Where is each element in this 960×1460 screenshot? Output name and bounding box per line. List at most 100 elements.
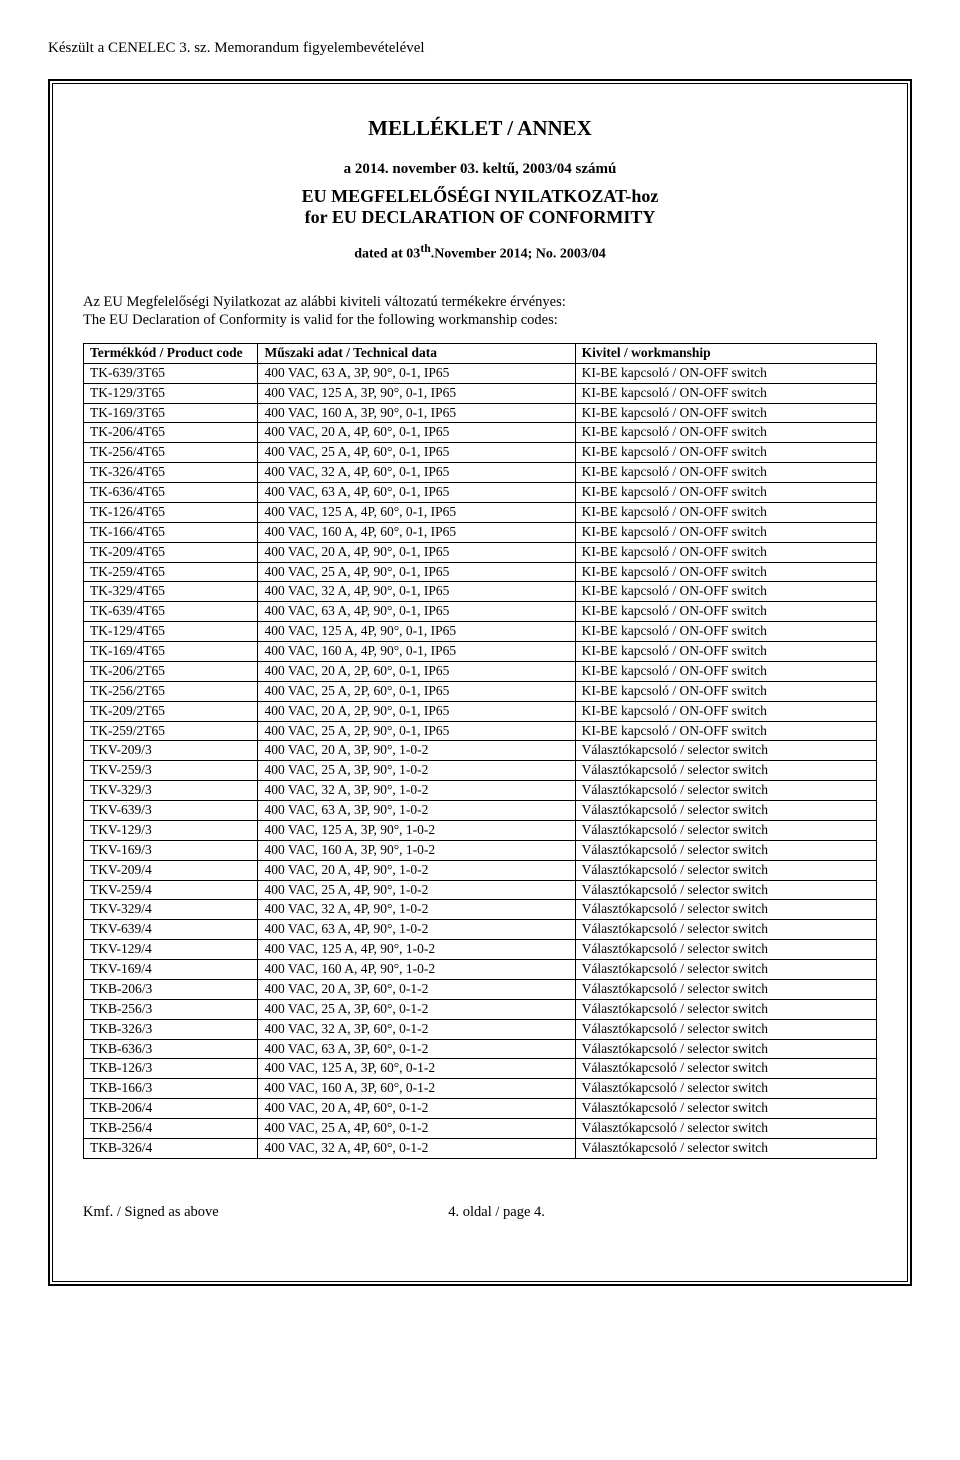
cell-work: Választókapcsoló / selector switch	[575, 900, 876, 920]
table-row: TK-209/4T65400 VAC, 20 A, 4P, 90°, 0-1, …	[84, 542, 877, 562]
cell-code: TKV-329/4	[84, 900, 258, 920]
cell-tech: 400 VAC, 20 A, 3P, 60°, 0-1-2	[258, 979, 575, 999]
cell-tech: 400 VAC, 20 A, 2P, 60°, 0-1, IP65	[258, 661, 575, 681]
cell-tech: 400 VAC, 63 A, 3P, 90°, 1-0-2	[258, 801, 575, 821]
cell-work: KI-BE kapcsoló / ON-OFF switch	[575, 582, 876, 602]
cell-code: TK-326/4T65	[84, 463, 258, 483]
cell-work: Választókapcsoló / selector switch	[575, 920, 876, 940]
cell-work: Választókapcsoló / selector switch	[575, 781, 876, 801]
footer-right: 4. oldal / page 4.	[448, 1204, 545, 1221]
cell-tech: 400 VAC, 160 A, 4P, 60°, 0-1, IP65	[258, 522, 575, 542]
cell-work: Választókapcsoló / selector switch	[575, 741, 876, 761]
table-row: TKV-259/3400 VAC, 25 A, 3P, 90°, 1-0-2Vá…	[84, 761, 877, 781]
cell-work: Választókapcsoló / selector switch	[575, 860, 876, 880]
cell-code: TKB-256/3	[84, 999, 258, 1019]
cell-code: TK-329/4T65	[84, 582, 258, 602]
table-row: TKV-209/4400 VAC, 20 A, 4P, 90°, 1-0-2Vá…	[84, 860, 877, 880]
cell-tech: 400 VAC, 25 A, 4P, 60°, 0-1-2	[258, 1119, 575, 1139]
cell-code: TK-636/4T65	[84, 483, 258, 503]
table-row: TK-639/3T65400 VAC, 63 A, 3P, 90°, 0-1, …	[84, 363, 877, 383]
table-row: TK-259/4T65400 VAC, 25 A, 4P, 90°, 0-1, …	[84, 562, 877, 582]
cell-code: TK-129/3T65	[84, 383, 258, 403]
cell-work: Választókapcsoló / selector switch	[575, 1019, 876, 1039]
cell-work: KI-BE kapcsoló / ON-OFF switch	[575, 502, 876, 522]
cell-work: Választókapcsoló / selector switch	[575, 979, 876, 999]
header-code: Termékkód / Product code	[84, 343, 258, 363]
cell-tech: 400 VAC, 32 A, 4P, 90°, 1-0-2	[258, 900, 575, 920]
cell-tech: 400 VAC, 125 A, 4P, 60°, 0-1, IP65	[258, 502, 575, 522]
cell-code: TK-166/4T65	[84, 522, 258, 542]
cell-work: KI-BE kapcsoló / ON-OFF switch	[575, 443, 876, 463]
date-line: a 2014. november 03. keltű, 2003/04 szám…	[83, 161, 877, 178]
cell-tech: 400 VAC, 125 A, 3P, 90°, 0-1, IP65	[258, 383, 575, 403]
cell-work: KI-BE kapcsoló / ON-OFF switch	[575, 542, 876, 562]
cell-code: TKV-329/3	[84, 781, 258, 801]
cell-code: TKV-259/4	[84, 880, 258, 900]
cell-tech: 400 VAC, 160 A, 4P, 90°, 0-1, IP65	[258, 642, 575, 662]
intro-hu: Az EU Megfelelőségi Nyilatkozat az alább…	[83, 293, 877, 311]
table-row: TK-129/3T65400 VAC, 125 A, 3P, 90°, 0-1,…	[84, 383, 877, 403]
table-row: TK-169/3T65400 VAC, 160 A, 3P, 90°, 0-1,…	[84, 403, 877, 423]
cell-tech: 400 VAC, 25 A, 2P, 90°, 0-1, IP65	[258, 721, 575, 741]
cell-tech: 400 VAC, 160 A, 4P, 90°, 1-0-2	[258, 960, 575, 980]
intro-block: Az EU Megfelelőségi Nyilatkozat az alább…	[83, 293, 877, 329]
table-row: TKB-256/3400 VAC, 25 A, 3P, 60°, 0-1-2Vá…	[84, 999, 877, 1019]
cell-tech: 400 VAC, 125 A, 3P, 90°, 1-0-2	[258, 820, 575, 840]
cell-work: KI-BE kapcsoló / ON-OFF switch	[575, 562, 876, 582]
cell-code: TK-129/4T65	[84, 622, 258, 642]
frame-outer: MELLÉKLET / ANNEX a 2014. november 03. k…	[48, 79, 912, 1286]
cell-tech: 400 VAC, 25 A, 4P, 90°, 0-1, IP65	[258, 562, 575, 582]
cell-tech: 400 VAC, 32 A, 4P, 60°, 0-1-2	[258, 1138, 575, 1158]
cell-tech: 400 VAC, 32 A, 4P, 90°, 0-1, IP65	[258, 582, 575, 602]
cell-work: KI-BE kapcsoló / ON-OFF switch	[575, 483, 876, 503]
table-row: TK-256/4T65400 VAC, 25 A, 4P, 60°, 0-1, …	[84, 443, 877, 463]
table-row: TKV-329/4400 VAC, 32 A, 4P, 90°, 1-0-2Vá…	[84, 900, 877, 920]
cell-work: Választókapcsoló / selector switch	[575, 1119, 876, 1139]
table-row: TKV-169/3400 VAC, 160 A, 3P, 90°, 1-0-2V…	[84, 840, 877, 860]
dated-suffix: .November 2014; No. 2003/04	[431, 247, 606, 262]
cell-code: TK-256/2T65	[84, 681, 258, 701]
cell-tech: 400 VAC, 25 A, 4P, 60°, 0-1, IP65	[258, 443, 575, 463]
cell-code: TKB-166/3	[84, 1079, 258, 1099]
subtitle-hu: EU MEGFELELŐSÉGI NYILATKOZAT-hoz	[83, 186, 877, 207]
table-row: TK-639/4T65400 VAC, 63 A, 4P, 90°, 0-1, …	[84, 602, 877, 622]
cell-code: TKB-256/4	[84, 1119, 258, 1139]
table-row: TKV-639/4400 VAC, 63 A, 4P, 90°, 1-0-2Vá…	[84, 920, 877, 940]
table-row: TKV-209/3400 VAC, 20 A, 3P, 90°, 1-0-2Vá…	[84, 741, 877, 761]
table-row: TKV-329/3400 VAC, 32 A, 3P, 90°, 1-0-2Vá…	[84, 781, 877, 801]
table-row: TKB-126/3400 VAC, 125 A, 3P, 60°, 0-1-2V…	[84, 1059, 877, 1079]
table-row: TKB-206/3400 VAC, 20 A, 3P, 60°, 0-1-2Vá…	[84, 979, 877, 999]
cell-work: Választókapcsoló / selector switch	[575, 840, 876, 860]
dated-line: dated at 03th.November 2014; No. 2003/04	[83, 242, 877, 263]
cell-code: TKB-326/3	[84, 1019, 258, 1039]
cell-code: TK-209/4T65	[84, 542, 258, 562]
cell-work: KI-BE kapcsoló / ON-OFF switch	[575, 522, 876, 542]
cell-code: TKV-169/3	[84, 840, 258, 860]
cell-tech: 400 VAC, 20 A, 4P, 60°, 0-1-2	[258, 1099, 575, 1119]
table-row: TKB-256/4400 VAC, 25 A, 4P, 60°, 0-1-2Vá…	[84, 1119, 877, 1139]
cell-code: TKV-639/4	[84, 920, 258, 940]
cell-work: Választókapcsoló / selector switch	[575, 1039, 876, 1059]
cell-tech: 400 VAC, 25 A, 4P, 90°, 1-0-2	[258, 880, 575, 900]
cell-code: TKV-169/4	[84, 960, 258, 980]
cell-code: TKV-129/3	[84, 820, 258, 840]
cell-code: TKB-206/3	[84, 979, 258, 999]
cell-code: TKV-209/3	[84, 741, 258, 761]
cell-tech: 400 VAC, 125 A, 3P, 60°, 0-1-2	[258, 1059, 575, 1079]
cell-work: KI-BE kapcsoló / ON-OFF switch	[575, 602, 876, 622]
cell-tech: 400 VAC, 160 A, 3P, 60°, 0-1-2	[258, 1079, 575, 1099]
table-row: TK-326/4T65400 VAC, 32 A, 4P, 60°, 0-1, …	[84, 463, 877, 483]
table-row: TK-206/4T65400 VAC, 20 A, 4P, 60°, 0-1, …	[84, 423, 877, 443]
cell-work: Választókapcsoló / selector switch	[575, 820, 876, 840]
cell-tech: 400 VAC, 63 A, 3P, 90°, 0-1, IP65	[258, 363, 575, 383]
dated-prefix: dated at 03	[354, 247, 420, 262]
cell-tech: 400 VAC, 20 A, 4P, 90°, 0-1, IP65	[258, 542, 575, 562]
cell-tech: 400 VAC, 25 A, 2P, 60°, 0-1, IP65	[258, 681, 575, 701]
cell-tech: 400 VAC, 160 A, 3P, 90°, 1-0-2	[258, 840, 575, 860]
cell-tech: 400 VAC, 160 A, 3P, 90°, 0-1, IP65	[258, 403, 575, 423]
title-main: MELLÉKLET / ANNEX	[83, 116, 877, 141]
cell-tech: 400 VAC, 32 A, 4P, 60°, 0-1, IP65	[258, 463, 575, 483]
cell-tech: 400 VAC, 63 A, 4P, 60°, 0-1, IP65	[258, 483, 575, 503]
table-row: TK-329/4T65400 VAC, 32 A, 4P, 90°, 0-1, …	[84, 582, 877, 602]
table-row: TK-206/2T65400 VAC, 20 A, 2P, 60°, 0-1, …	[84, 661, 877, 681]
